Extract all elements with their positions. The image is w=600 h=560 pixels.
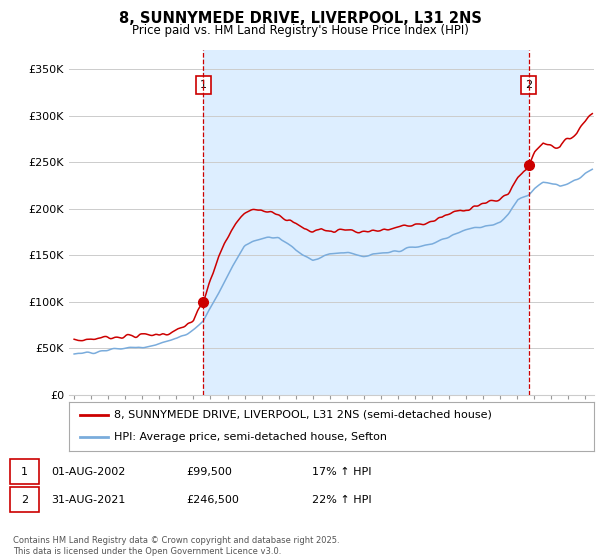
Text: 17% ↑ HPI: 17% ↑ HPI xyxy=(312,466,371,477)
Text: £246,500: £246,500 xyxy=(186,494,239,505)
Text: 31-AUG-2021: 31-AUG-2021 xyxy=(51,494,125,505)
Text: 01-AUG-2002: 01-AUG-2002 xyxy=(51,466,125,477)
Text: 1: 1 xyxy=(21,466,28,477)
Text: 2: 2 xyxy=(525,80,532,90)
Text: 8, SUNNYMEDE DRIVE, LIVERPOOL, L31 2NS: 8, SUNNYMEDE DRIVE, LIVERPOOL, L31 2NS xyxy=(119,11,481,26)
Text: 2: 2 xyxy=(21,494,28,505)
Text: Price paid vs. HM Land Registry's House Price Index (HPI): Price paid vs. HM Land Registry's House … xyxy=(131,24,469,36)
Bar xyxy=(203,50,529,395)
Text: Contains HM Land Registry data © Crown copyright and database right 2025.
This d: Contains HM Land Registry data © Crown c… xyxy=(13,536,340,556)
Text: £99,500: £99,500 xyxy=(186,466,232,477)
Text: 8, SUNNYMEDE DRIVE, LIVERPOOL, L31 2NS (semi-detached house): 8, SUNNYMEDE DRIVE, LIVERPOOL, L31 2NS (… xyxy=(113,410,491,420)
Text: 1: 1 xyxy=(200,80,207,90)
Text: 22% ↑ HPI: 22% ↑ HPI xyxy=(312,494,371,505)
Text: HPI: Average price, semi-detached house, Sefton: HPI: Average price, semi-detached house,… xyxy=(113,432,386,442)
